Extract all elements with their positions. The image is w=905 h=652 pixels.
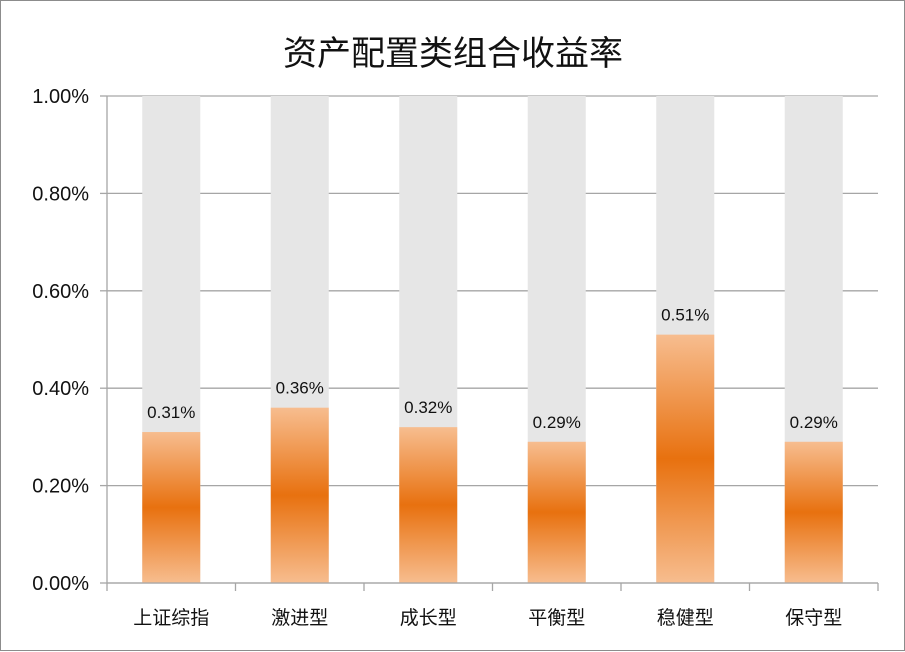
x-tick-label: 平衡型	[528, 607, 585, 629]
data-label: 0.29%	[533, 413, 581, 432]
y-tick-label: 0.00%	[32, 573, 89, 595]
data-label: 0.31%	[147, 403, 195, 422]
y-tick-label: 0.40%	[32, 378, 89, 400]
bar-1	[142, 432, 201, 583]
x-tick-label: 上证综指	[133, 607, 209, 629]
y-tick-label: 1.00%	[32, 86, 89, 108]
bar-6	[784, 441, 843, 583]
data-label: 0.32%	[404, 398, 452, 417]
bar-4	[527, 441, 586, 583]
y-tick-label: 0.80%	[32, 183, 89, 205]
y-tick-label: 0.20%	[32, 476, 89, 498]
data-label: 0.36%	[276, 379, 324, 398]
bar-2	[270, 407, 329, 583]
x-tick-label: 成长型	[400, 607, 457, 629]
y-tick-label: 0.60%	[32, 281, 89, 303]
x-tick-label: 激进型	[271, 607, 328, 629]
bar-5	[656, 334, 715, 583]
data-label: 0.29%	[790, 413, 838, 432]
x-tick-label: 稳健型	[657, 607, 714, 629]
data-label: 0.51%	[661, 306, 709, 325]
x-tick-label: 保守型	[785, 607, 842, 629]
bar-3	[399, 427, 458, 583]
chart-title: 资产配置类组合收益率	[283, 34, 623, 74]
